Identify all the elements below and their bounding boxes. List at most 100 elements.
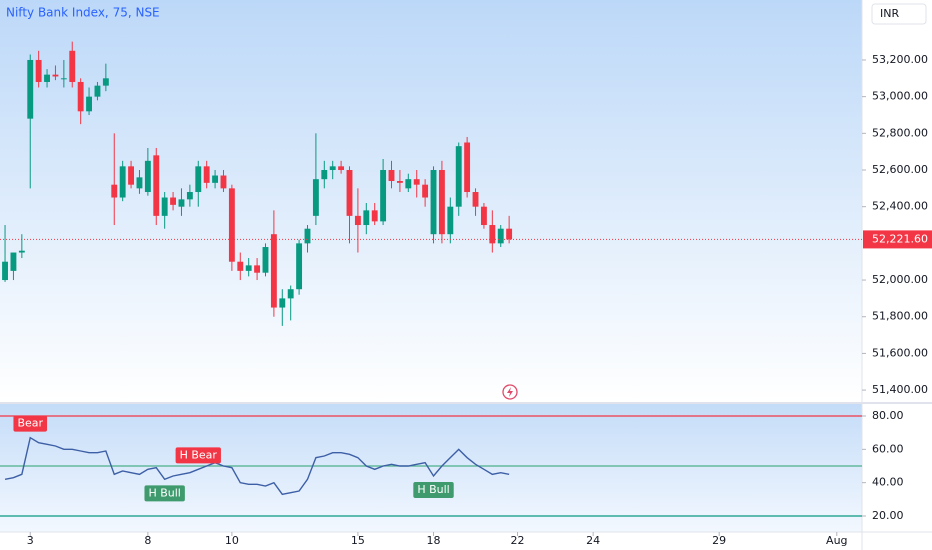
last-price-box: [863, 230, 932, 249]
candle-body: [489, 225, 496, 244]
candle-body: [35, 59, 42, 82]
candle-body: [237, 261, 244, 271]
candle-body: [388, 170, 395, 182]
candle-body: [111, 184, 118, 198]
annotation: H Bear: [175, 447, 221, 464]
candle-body: [380, 170, 387, 222]
x-tick-label: 22: [511, 534, 525, 547]
candle-body: [254, 265, 261, 273]
annotation-label: H Bull: [417, 483, 449, 496]
candle-body: [144, 160, 151, 193]
candle-body: [506, 228, 513, 240]
currency-box[interactable]: [871, 3, 927, 25]
candle-body: [279, 298, 286, 308]
candle-body: [170, 197, 177, 205]
candle-body: [346, 170, 353, 216]
y-tick-label: 53,200.00: [872, 53, 928, 66]
candle-body: [136, 177, 143, 189]
y-tick-label: 52,600.00: [872, 163, 928, 176]
candle-body: [329, 166, 336, 171]
oscillator-pane: [0, 404, 862, 532]
x-tick-label: 3: [27, 534, 34, 547]
candle-body: [203, 166, 210, 183]
candle-body: [363, 210, 370, 226]
pane-divider: [0, 402, 932, 404]
oscillator-line: [4, 436, 510, 496]
candle-body: [10, 252, 17, 271]
candle-body: [2, 261, 8, 281]
candle-body: [497, 228, 504, 244]
candle-body: [354, 215, 361, 226]
candle-body: [338, 166, 345, 171]
candle-body: [262, 247, 269, 273]
candle-body: [77, 81, 84, 112]
y-tick-label: 40.00: [872, 476, 904, 489]
candle-body: [86, 96, 92, 112]
candle-body: [371, 210, 378, 222]
annotation-label: Bear: [17, 417, 43, 430]
candle-body: [195, 166, 202, 193]
candle-body: [60, 78, 67, 80]
annotation-box: [144, 485, 185, 502]
x-tick-label: 15: [351, 534, 365, 547]
candle-body: [438, 170, 445, 235]
x-tick-label: Aug: [826, 534, 847, 547]
candle-body: [430, 170, 437, 235]
candle-body: [455, 146, 462, 207]
candle-body: [413, 179, 420, 185]
candle-body: [220, 175, 227, 189]
candle-body: [312, 179, 319, 216]
y-tick-label: 53,000.00: [872, 90, 928, 103]
y-tick-label: 20.00: [872, 509, 904, 522]
last-price-label: 52,221.60: [872, 232, 928, 245]
candle-body: [212, 175, 219, 183]
y-tick-label: 60.00: [872, 442, 904, 455]
y-tick-label: 51,400.00: [872, 383, 928, 396]
candle-body: [186, 192, 193, 200]
currency[interactable]: INR: [880, 7, 899, 20]
annotation-box: [175, 447, 221, 464]
candle-body: [422, 184, 429, 198]
x-tick-label: 24: [586, 534, 600, 547]
x-tick-label: 8: [144, 534, 151, 547]
candle-body: [447, 206, 454, 235]
annotation: H Bull: [413, 482, 454, 498]
candle-body: [18, 250, 25, 253]
candle-body: [94, 85, 101, 97]
chart-title: Nifty Bank Index, 75, NSE: [6, 6, 160, 20]
candle-body: [396, 181, 403, 183]
alert-icon-bolt[interactable]: [507, 387, 513, 397]
candle-body: [178, 199, 185, 207]
y-tick-label: 52,400.00: [872, 200, 928, 213]
candle-body: [27, 59, 34, 119]
annotation-box: [413, 482, 454, 498]
x-tick-label: 18: [427, 534, 441, 547]
annotation: H Bull: [144, 485, 185, 502]
y-tick-label: 52,000.00: [872, 273, 928, 286]
annotation-box: [13, 415, 48, 432]
candle-body: [44, 74, 50, 82]
x-tick-label: 10: [225, 534, 239, 547]
candle-body: [480, 206, 487, 226]
candle-body: [102, 78, 109, 86]
annotation: Bear: [13, 415, 48, 432]
candle-body: [270, 234, 277, 308]
candle-body: [228, 188, 235, 262]
candle-body: [405, 179, 412, 189]
candle-body: [321, 170, 328, 180]
candle-body: [296, 243, 303, 290]
candle-body: [245, 265, 252, 271]
candle-body: [128, 166, 135, 185]
candle-body: [153, 155, 160, 216]
candle-body: [464, 142, 471, 193]
alert-icon[interactable]: [502, 384, 518, 400]
y-tick-label: 51,600.00: [872, 346, 928, 359]
annotation-label: H Bull: [148, 486, 180, 499]
candle-body: [304, 228, 311, 244]
candle-body: [472, 192, 479, 207]
y-tick-label: 51,800.00: [872, 310, 928, 323]
candle-body: [287, 289, 294, 299]
candle-body: [119, 166, 126, 198]
y-tick-label: 80.00: [872, 409, 904, 422]
